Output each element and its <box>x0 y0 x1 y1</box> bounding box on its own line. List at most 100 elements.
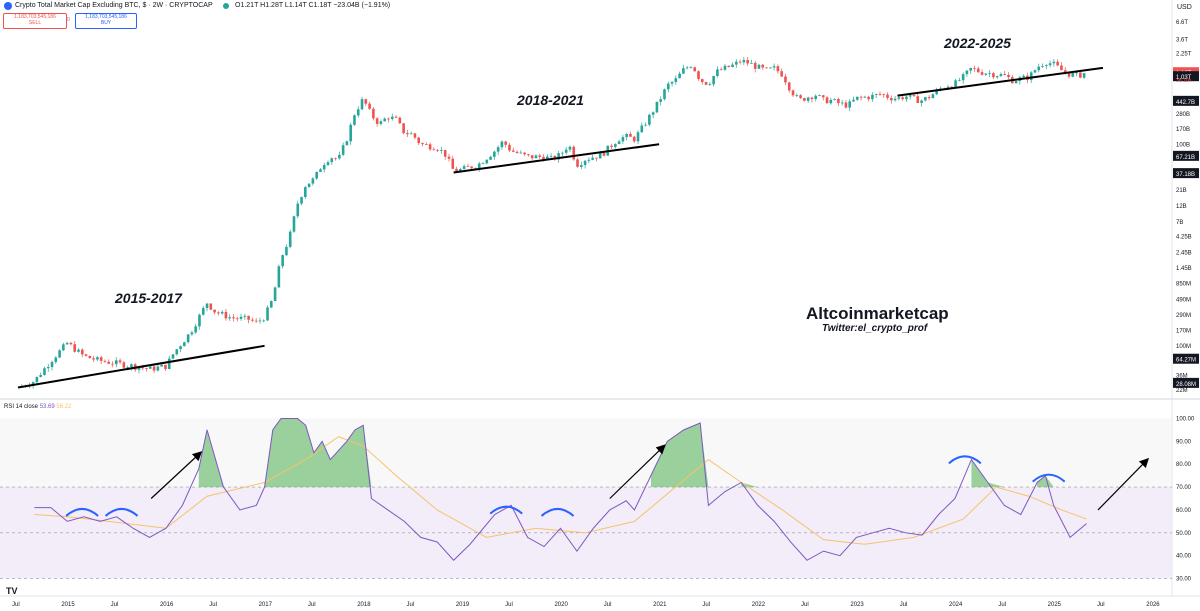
time-tick-label: 2023 <box>850 602 864 608</box>
support-lines <box>17 66 1104 389</box>
candle-body <box>780 71 783 77</box>
candle-body <box>1079 72 1082 78</box>
tradingview-logo-icon: TV <box>6 586 18 596</box>
price-tick-label: 4.25B <box>1176 234 1192 240</box>
candle-body <box>746 59 749 64</box>
candle-body <box>595 157 598 159</box>
bar-countdown: 3d 10h <box>1176 78 1192 84</box>
candle-body <box>334 158 337 160</box>
time-tick-label: 2024 <box>949 602 963 608</box>
candle-body <box>523 152 526 155</box>
rsi-top-arc-4 <box>540 507 575 517</box>
candle-body <box>232 317 235 319</box>
rsi-line <box>34 417 1087 561</box>
candle-body <box>761 64 765 68</box>
candle-body <box>893 98 897 101</box>
rsi-overbought-fill <box>198 429 240 488</box>
candle-body <box>326 162 330 166</box>
price-axis: 6.6T3.6T2.25T1.18T1.03T442.7B280B170B100… <box>1173 20 1199 394</box>
candle-body <box>54 357 58 363</box>
candle-body <box>183 342 186 347</box>
candle-body <box>175 349 179 355</box>
candle-body <box>515 151 519 153</box>
candle-body <box>852 99 855 102</box>
candle-body <box>455 168 458 172</box>
candle-body <box>924 97 927 101</box>
candle-body <box>806 97 810 101</box>
rsi-header[interactable]: RSI 14 close 53.69 56.22 <box>4 404 71 410</box>
candle-body <box>670 82 674 84</box>
candle-body <box>776 66 780 72</box>
candle-body <box>152 366 156 371</box>
candle-body <box>436 150 439 151</box>
candle-body <box>644 124 647 126</box>
candle-body <box>897 97 901 99</box>
price-tag-bg <box>1173 95 1199 106</box>
price-tick-label: 290M <box>1176 313 1191 319</box>
candle-body <box>96 357 99 360</box>
candle-body <box>149 366 152 369</box>
candle-body <box>946 86 950 89</box>
candle-body <box>330 158 334 163</box>
candle-body <box>84 354 88 356</box>
candle-body <box>931 94 935 99</box>
candle-body <box>738 61 742 63</box>
buy-button[interactable]: 1,183,703,545,186 BUY <box>75 13 137 29</box>
candle-body <box>1033 70 1037 73</box>
candle-body <box>874 94 878 95</box>
candle-body <box>742 59 746 63</box>
candle-body <box>973 68 976 69</box>
symbol-title[interactable]: Crypto Total Market Cap Excluding BTC, $… <box>15 2 213 9</box>
candle-body <box>682 68 685 74</box>
candle-body <box>1029 72 1033 81</box>
price-tick-label: 100B <box>1176 142 1190 148</box>
candle-body <box>126 367 129 368</box>
price-tick-label: 6.6T <box>1176 20 1188 26</box>
candle-body <box>976 68 980 73</box>
candle-body <box>735 61 738 65</box>
price-tick-label: 36M <box>1176 374 1188 380</box>
candle-body <box>224 311 228 319</box>
candle-body <box>723 65 727 70</box>
candle-body <box>409 133 413 135</box>
rsi-tick-label: 70.00 <box>1176 485 1192 491</box>
candle-body <box>304 187 307 198</box>
candle-body <box>663 89 666 100</box>
candle-body <box>254 320 258 322</box>
currency-label[interactable]: USD <box>1177 4 1192 11</box>
candle-body <box>360 99 364 110</box>
candle-body <box>247 315 250 320</box>
cycle-label-2022-2025: 2022-2025 <box>943 35 1011 51</box>
candle-body <box>402 123 405 134</box>
rsi-top-arc-5 <box>948 455 982 465</box>
candle-body <box>980 72 984 75</box>
rsi-arrow-2 <box>609 444 666 499</box>
candle-body <box>50 362 54 368</box>
price-tick-label: 12B <box>1176 204 1187 210</box>
candle-body <box>1045 65 1048 66</box>
candle-body <box>712 76 715 85</box>
candle-body <box>538 155 542 157</box>
time-tick-label: Jul <box>998 602 1006 608</box>
candle-body <box>114 360 118 365</box>
candle-body <box>504 141 507 145</box>
candle-body <box>1052 61 1056 64</box>
candle-body <box>1075 72 1078 74</box>
candle-body <box>719 69 723 71</box>
candle-body <box>753 62 757 69</box>
candle-body <box>80 349 84 355</box>
candle-body <box>421 143 424 145</box>
sell-button[interactable]: 1,183,703,545,186 SELL <box>3 13 67 29</box>
time-tick-label: 2016 <box>160 602 174 608</box>
ohlc-readout: O1.21T H1.28T L1.14T C1.18T −23.04B (−1.… <box>235 2 391 9</box>
candle-body <box>489 156 492 160</box>
candle-body <box>372 108 375 119</box>
rsi-top-arc-2 <box>104 507 139 517</box>
candle-body <box>217 312 220 314</box>
candle-body <box>674 78 678 83</box>
candle-body <box>640 125 644 133</box>
rsi-overbought-fill <box>971 459 1005 488</box>
price-tick-label: 7B <box>1176 220 1183 226</box>
candle-body <box>341 145 345 155</box>
candle-body <box>262 320 266 322</box>
